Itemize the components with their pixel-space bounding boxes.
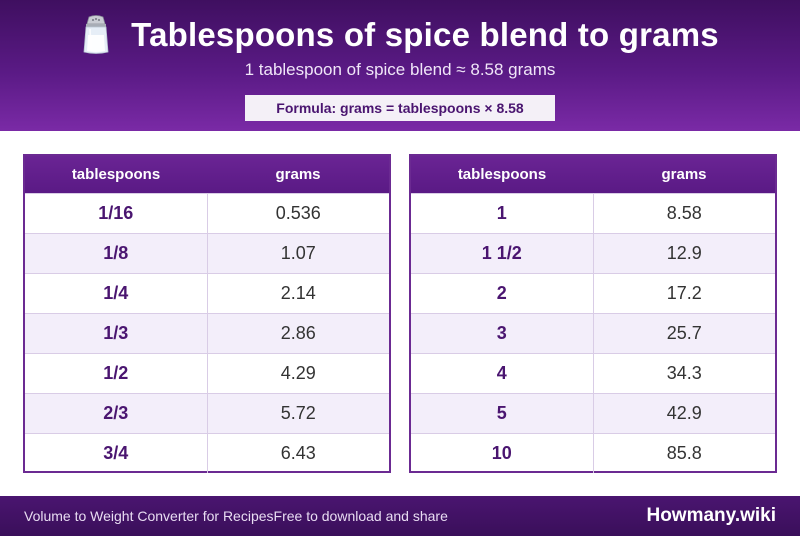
tablespoons-cell: 2/3 <box>25 392 208 433</box>
table-row: 1/2 4.29 <box>25 352 389 393</box>
table-row: 1/3 2.86 <box>25 312 389 353</box>
column-header-tablespoons: tablespoons <box>457 165 547 183</box>
grams-cell: 25.7 <box>593 312 775 353</box>
grams-cell: 5.72 <box>207 392 389 433</box>
page-title: Tablespoons of spice blend to grams <box>131 16 719 53</box>
table-row: 1 1/2 12.9 <box>411 232 775 273</box>
tablespoons-cell: 4 <box>411 352 594 393</box>
header-banner: Tablespoons of spice blend to grams 1 ta… <box>0 0 800 131</box>
footer-tagline: Volume to Weight Converter for Recipes <box>24 508 274 524</box>
table-row: 1/8 1.07 <box>25 232 389 273</box>
brand-link[interactable]: Howmany.wiki <box>646 505 776 526</box>
grams-cell: 0.536 <box>207 192 389 233</box>
grams-cell: 34.3 <box>593 352 775 393</box>
grams-cell: 12.9 <box>593 232 775 273</box>
footer-bar: Volume to Weight Converter for Recipes F… <box>0 496 800 536</box>
table-header-row: tablespoons grams <box>411 156 775 193</box>
grams-cell: 1.07 <box>207 232 389 273</box>
grams-cell: 8.58 <box>593 192 775 233</box>
column-header-grams: grams <box>275 165 321 183</box>
tablespoons-cell: 1/3 <box>25 312 208 353</box>
tablespoons-cell: 1/2 <box>25 352 208 393</box>
tablespoons-cell: 5 <box>411 392 594 433</box>
table-row: 4 34.3 <box>411 352 775 393</box>
tablespoons-cell: 3/4 <box>25 432 208 473</box>
table-row: 3 25.7 <box>411 312 775 353</box>
grams-cell: 2.86 <box>207 312 389 353</box>
salt-shaker-icon <box>83 15 109 54</box>
grams-cell: 85.8 <box>593 432 775 473</box>
tablespoons-cell: 1/8 <box>25 232 208 273</box>
table-row: 10 85.8 <box>411 432 775 473</box>
tablespoons-cell: 1/4 <box>25 272 208 313</box>
column-header-grams: grams <box>661 165 707 183</box>
formula-box: Formula: grams = tablespoons × 8.58 <box>245 95 555 121</box>
table-row: 2/3 5.72 <box>25 392 389 433</box>
table-row: 2 17.2 <box>411 272 775 313</box>
page-subtitle: 1 tablespoon of spice blend ≈ 8.58 grams <box>244 60 556 79</box>
grams-cell: 17.2 <box>593 272 775 313</box>
grams-cell: 4.29 <box>207 352 389 393</box>
table-row: 1 8.58 <box>411 192 775 233</box>
grams-cell: 2.14 <box>207 272 389 313</box>
tablespoons-cell: 2 <box>411 272 594 313</box>
tablespoons-cell: 1 1/2 <box>411 232 594 273</box>
conversion-table-left: tablespoons grams 1/16 0.536 1/8 1.07 1/4 2… <box>23 154 391 473</box>
tablespoons-cell: 10 <box>411 432 594 473</box>
column-header-tablespoons: tablespoons <box>71 165 161 183</box>
grams-cell: 6.43 <box>207 432 389 473</box>
table-row: 1/16 0.536 <box>25 192 389 233</box>
table-header-row: tablespoons grams <box>25 156 389 193</box>
table-row: 5 42.9 <box>411 392 775 433</box>
table-row: 3/4 6.43 <box>25 432 389 473</box>
title-row: Tablespoons of spice blend to grams <box>0 12 800 58</box>
tablespoons-cell: 1/16 <box>25 192 208 233</box>
footer-share-note: Free to download and share <box>273 508 448 524</box>
table-row: 1/4 2.14 <box>25 272 389 313</box>
tablespoons-cell: 1 <box>411 192 594 233</box>
grams-cell: 42.9 <box>593 392 775 433</box>
conversion-table-right: tablespoons grams 1 8.58 1 1/2 12.9 2 17.2 … <box>409 154 777 473</box>
tablespoons-cell: 3 <box>411 312 594 353</box>
